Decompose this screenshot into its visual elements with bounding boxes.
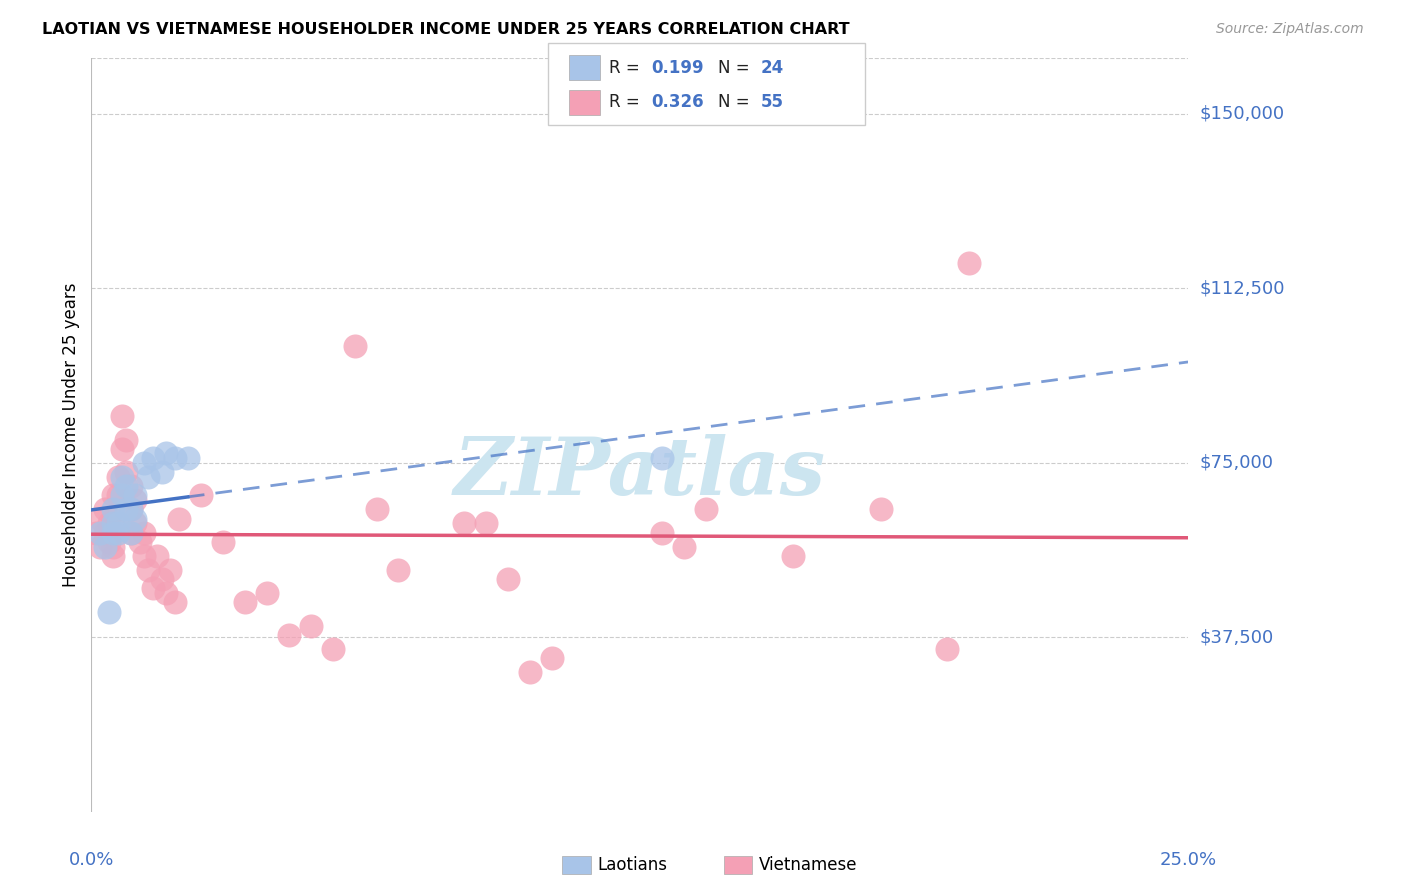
Point: [97, 516, 120, 531]
Point: [541, 651, 564, 665]
Point: [256, 586, 278, 600]
Point: [120, 502, 142, 516]
Point: [142, 582, 165, 596]
Point: [870, 502, 893, 516]
Point: [150, 572, 173, 586]
Text: 0.326: 0.326: [651, 93, 703, 112]
Point: [115, 465, 138, 479]
Point: [957, 256, 980, 270]
Point: [103, 549, 125, 563]
Point: [115, 433, 138, 447]
Point: [103, 525, 125, 540]
Point: [651, 525, 673, 540]
Point: [111, 409, 134, 424]
Point: [496, 572, 519, 586]
Point: [343, 339, 366, 353]
Point: [124, 488, 146, 502]
Point: [124, 511, 146, 525]
Point: [111, 469, 134, 483]
Point: [120, 479, 142, 493]
Point: [93, 525, 115, 540]
Point: [107, 525, 129, 540]
Text: 55: 55: [761, 93, 783, 112]
Point: [103, 488, 125, 502]
Point: [167, 511, 190, 525]
Point: [453, 516, 475, 531]
Text: 24: 24: [761, 59, 785, 77]
Point: [322, 641, 344, 656]
Point: [163, 595, 186, 609]
Point: [672, 540, 695, 554]
Text: Source: ZipAtlas.com: Source: ZipAtlas.com: [1216, 22, 1364, 37]
Point: [163, 451, 186, 466]
Point: [132, 525, 155, 540]
Point: [155, 446, 177, 460]
Point: [146, 549, 169, 563]
Text: Laotians: Laotians: [598, 856, 668, 874]
Point: [299, 618, 322, 632]
Point: [97, 534, 120, 549]
Point: [782, 549, 804, 563]
Point: [89, 525, 111, 540]
Text: Vietnamese: Vietnamese: [759, 856, 858, 874]
Text: R =: R =: [609, 59, 645, 77]
Text: ZIPatlas: ZIPatlas: [454, 434, 825, 511]
Text: 0.199: 0.199: [651, 59, 703, 77]
Point: [128, 534, 150, 549]
Point: [651, 451, 673, 466]
Text: $75,000: $75,000: [1199, 454, 1274, 472]
Point: [84, 525, 107, 540]
Point: [132, 456, 155, 470]
Text: 25.0%: 25.0%: [1160, 851, 1216, 869]
Point: [111, 442, 134, 456]
Point: [107, 488, 129, 502]
Point: [97, 605, 120, 619]
Point: [103, 502, 125, 516]
Point: [695, 502, 717, 516]
Point: [190, 488, 212, 502]
Point: [159, 563, 181, 577]
Point: [177, 451, 200, 466]
Point: [138, 563, 160, 577]
Point: [89, 540, 111, 554]
Point: [120, 525, 142, 540]
Point: [150, 465, 173, 479]
Point: [366, 502, 388, 516]
Text: 0.0%: 0.0%: [69, 851, 114, 869]
Point: [120, 502, 142, 516]
Point: [132, 549, 155, 563]
Point: [115, 502, 138, 516]
Point: [103, 511, 125, 525]
Point: [103, 516, 125, 531]
Text: $112,500: $112,500: [1199, 279, 1285, 297]
Point: [115, 479, 138, 493]
Y-axis label: Householder Income Under 25 years: Householder Income Under 25 years: [62, 283, 80, 587]
Point: [142, 451, 165, 466]
Point: [107, 516, 129, 531]
Text: N =: N =: [718, 93, 755, 112]
Point: [103, 540, 125, 554]
Point: [93, 540, 115, 554]
Point: [519, 665, 541, 680]
Text: LAOTIAN VS VIETNAMESE HOUSEHOLDER INCOME UNDER 25 YEARS CORRELATION CHART: LAOTIAN VS VIETNAMESE HOUSEHOLDER INCOME…: [42, 22, 849, 37]
Point: [233, 595, 256, 609]
Point: [155, 586, 177, 600]
Point: [935, 641, 957, 656]
Point: [120, 525, 142, 540]
Point: [124, 516, 146, 531]
Point: [89, 511, 111, 525]
Point: [93, 502, 115, 516]
Point: [212, 534, 235, 549]
Text: N =: N =: [718, 59, 755, 77]
Point: [107, 469, 129, 483]
Point: [475, 516, 498, 531]
Point: [387, 563, 409, 577]
Point: [138, 469, 160, 483]
Point: [124, 493, 146, 508]
Text: $150,000: $150,000: [1199, 105, 1284, 123]
Point: [277, 628, 299, 642]
Text: R =: R =: [609, 93, 645, 112]
Point: [111, 488, 134, 502]
Text: $37,500: $37,500: [1199, 628, 1274, 646]
